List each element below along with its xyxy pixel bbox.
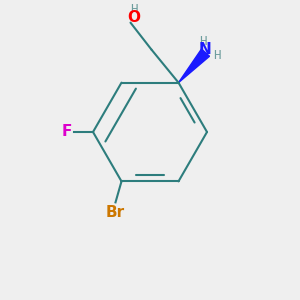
Text: H: H: [199, 35, 206, 48]
Polygon shape: [178, 49, 209, 82]
Text: H: H: [213, 49, 221, 62]
Text: Br: Br: [106, 205, 125, 220]
Text: F: F: [61, 124, 72, 140]
Text: H: H: [130, 3, 137, 16]
Text: O: O: [127, 10, 140, 25]
Text: N: N: [199, 42, 212, 57]
